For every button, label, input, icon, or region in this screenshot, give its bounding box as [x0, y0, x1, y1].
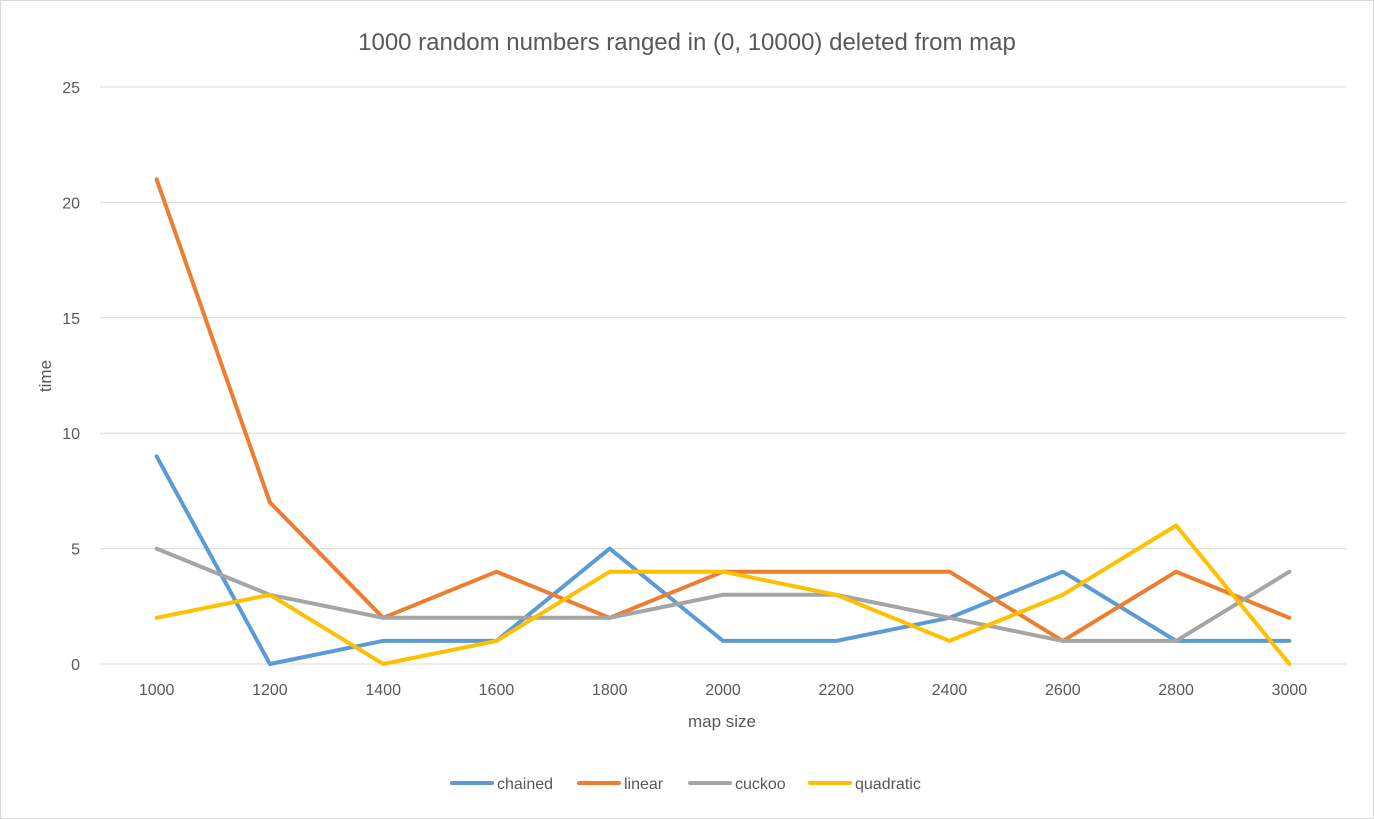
x-axis-title: map size [688, 712, 756, 731]
x-tick-label: 1400 [365, 682, 401, 699]
y-tick-label: 5 [71, 542, 80, 559]
series-line-cuckoo [154, 546, 1292, 643]
x-tick-label: 2400 [932, 682, 968, 699]
y-axis-title: time [36, 360, 55, 392]
legend-label-cuckoo: cuckoo [735, 776, 786, 793]
legend-label-quadratic: quadratic [855, 776, 921, 793]
x-tick-label: 3000 [1272, 682, 1308, 699]
y-tick-label: 25 [62, 80, 80, 97]
legend-label-chained: chained [497, 776, 553, 793]
x-tick-label: 2800 [1158, 682, 1194, 699]
x-tick-label: 1200 [252, 682, 288, 699]
series-line-quadratic [154, 523, 1292, 666]
x-tick-label: 2200 [818, 682, 854, 699]
series-line-chained [154, 454, 1292, 666]
y-axis-ticks: 0 5 10 15 20 25 [62, 80, 80, 674]
legend: chained linear cuckoo quadratic [450, 776, 921, 793]
legend-label-linear: linear [624, 776, 664, 793]
x-tick-label: 1800 [592, 682, 628, 699]
x-tick-label: 1000 [139, 682, 175, 699]
y-tick-label: 0 [71, 657, 80, 674]
x-axis-ticks: 1000 1200 1400 1600 1800 2000 2200 2400 2600 2800… [139, 682, 1307, 699]
y-tick-label: 10 [62, 426, 80, 443]
x-tick-label: 2000 [705, 682, 741, 699]
x-tick-label: 2600 [1045, 682, 1081, 699]
y-tick-label: 20 [62, 195, 80, 212]
gridlines [100, 86, 1346, 665]
series-lines [154, 177, 1292, 666]
chart-title: 1000 random numbers ranged in (0, 10000)… [358, 29, 1016, 56]
y-tick-label: 15 [62, 311, 80, 328]
x-tick-label: 1600 [479, 682, 515, 699]
